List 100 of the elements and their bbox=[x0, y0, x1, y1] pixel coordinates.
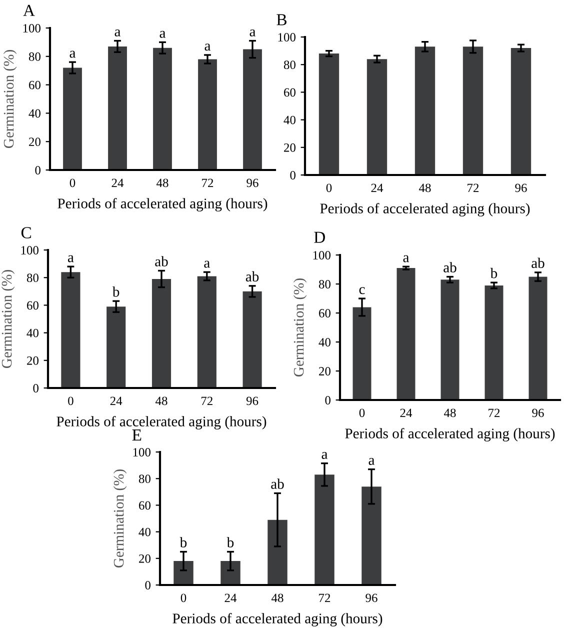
bar bbox=[352, 307, 372, 400]
bar bbox=[153, 48, 172, 170]
bar bbox=[510, 48, 532, 175]
y-tick-label: 20 bbox=[139, 554, 150, 563]
x-axis-title: Periods of accelerated aging (hours) bbox=[320, 203, 530, 216]
x-tick-label: 48 bbox=[271, 594, 284, 602]
y-tick-label: 20 bbox=[319, 367, 330, 376]
y-axis-title: Germination (%) bbox=[1, 270, 15, 368]
x-axis-title: Periods of accelerated aging (hours) bbox=[58, 198, 268, 212]
y-tick-label: 40 bbox=[138, 528, 150, 536]
y-tick-label: 60 bbox=[319, 309, 330, 318]
data-label: ab bbox=[155, 256, 168, 266]
bar bbox=[314, 474, 334, 585]
y-tick-label: 20 bbox=[284, 143, 296, 152]
x-tick-label: 72 bbox=[468, 184, 479, 192]
y-tick-label: 0 bbox=[145, 581, 150, 590]
bar bbox=[484, 285, 504, 400]
y-tick-label: 40 bbox=[28, 109, 40, 118]
bar bbox=[243, 49, 262, 170]
x-tick-label: 48 bbox=[156, 178, 168, 188]
y-tick-label: 100 bbox=[21, 246, 38, 254]
y-tick-label: 40 bbox=[26, 328, 38, 338]
bar bbox=[440, 280, 460, 400]
x-tick-label: 72 bbox=[201, 396, 212, 406]
bar bbox=[366, 59, 388, 175]
x-tick-label: 0 bbox=[68, 396, 74, 406]
y-axis-title: Germination (%) bbox=[293, 278, 307, 377]
y-tick-label: 100 bbox=[278, 33, 296, 42]
data-label: a bbox=[114, 29, 121, 36]
data-label: ab bbox=[532, 258, 544, 268]
y-tick-label: 80 bbox=[28, 52, 40, 61]
data-label: ab bbox=[444, 262, 456, 272]
x-tick-label: 48 bbox=[444, 408, 456, 418]
x-axis-title: Periods of accelerated aging (hours) bbox=[172, 613, 382, 626]
bar bbox=[396, 268, 416, 400]
x-tick-label: 0 bbox=[180, 594, 186, 602]
y-tick-label: 80 bbox=[138, 474, 150, 484]
bar bbox=[414, 46, 436, 175]
x-tick-label: 24 bbox=[400, 408, 412, 418]
y-tick-label: 80 bbox=[318, 280, 330, 288]
bar bbox=[198, 59, 217, 170]
y-tick-label: 80 bbox=[26, 274, 38, 282]
bar bbox=[106, 306, 126, 388]
bar bbox=[528, 276, 548, 400]
data-label: a bbox=[160, 30, 166, 38]
y-tick-label: 0 bbox=[290, 171, 296, 180]
chart-title: C bbox=[21, 227, 31, 238]
x-tick-label: 24 bbox=[110, 396, 122, 406]
y-axis-title: Germination (%) bbox=[113, 470, 127, 568]
x-tick-label: 24 bbox=[371, 184, 384, 192]
y-tick-label: 40 bbox=[284, 116, 296, 124]
data-label: a bbox=[204, 44, 211, 51]
y-tick-label: 0 bbox=[33, 384, 38, 392]
y-tick-label: 60 bbox=[29, 80, 40, 90]
y-tick-label: 60 bbox=[139, 501, 150, 510]
data-label: b bbox=[226, 537, 234, 548]
y-tick-label: 100 bbox=[313, 251, 330, 260]
data-label: a bbox=[368, 458, 375, 465]
data-label: ab bbox=[246, 271, 259, 282]
data-label: a bbox=[250, 29, 256, 36]
data-label: b bbox=[490, 268, 498, 278]
x-tick-label: 48 bbox=[418, 184, 431, 192]
x-tick-label: 72 bbox=[488, 408, 500, 418]
chart-title: D bbox=[314, 232, 325, 243]
chart-title: B bbox=[276, 14, 286, 26]
x-tick-label: 96 bbox=[532, 408, 544, 418]
chart-title: E bbox=[132, 430, 142, 440]
y-tick-label: 20 bbox=[27, 356, 38, 365]
x-tick-label: 48 bbox=[155, 396, 168, 406]
x-tick-label: 72 bbox=[202, 178, 214, 188]
y-tick-label: 40 bbox=[318, 338, 330, 346]
bar bbox=[462, 46, 484, 175]
data-label: a bbox=[70, 50, 76, 58]
chart-title: A bbox=[23, 4, 35, 16]
y-tick-label: 0 bbox=[35, 166, 40, 174]
bar bbox=[152, 278, 172, 388]
x-axis-title: Periods of accelerated aging (hours) bbox=[56, 416, 266, 430]
y-tick-label: 20 bbox=[29, 138, 40, 146]
bar bbox=[362, 486, 382, 585]
y-tick-label: 100 bbox=[133, 448, 150, 456]
y-tick-label: 60 bbox=[27, 301, 38, 310]
x-tick-label: 96 bbox=[515, 184, 527, 192]
y-tick-label: 100 bbox=[23, 24, 40, 32]
bar bbox=[268, 520, 288, 585]
bar bbox=[108, 46, 127, 170]
x-tick-label: 0 bbox=[70, 178, 76, 188]
x-axis-title: Periods of accelerated aging (hours) bbox=[345, 428, 555, 442]
y-axis-title: Germination (%) bbox=[3, 50, 17, 148]
data-label: a bbox=[322, 452, 328, 459]
bar bbox=[197, 276, 216, 388]
data-label: b bbox=[180, 537, 187, 548]
bar bbox=[242, 291, 262, 388]
bar bbox=[220, 561, 240, 585]
x-tick-label: 0 bbox=[359, 408, 365, 418]
data-label: a bbox=[403, 255, 410, 262]
data-label: b bbox=[112, 286, 120, 297]
x-tick-label: 24 bbox=[224, 594, 237, 602]
x-tick-label: 96 bbox=[246, 396, 258, 406]
bar bbox=[61, 272, 80, 388]
x-tick-label: 24 bbox=[112, 178, 124, 188]
